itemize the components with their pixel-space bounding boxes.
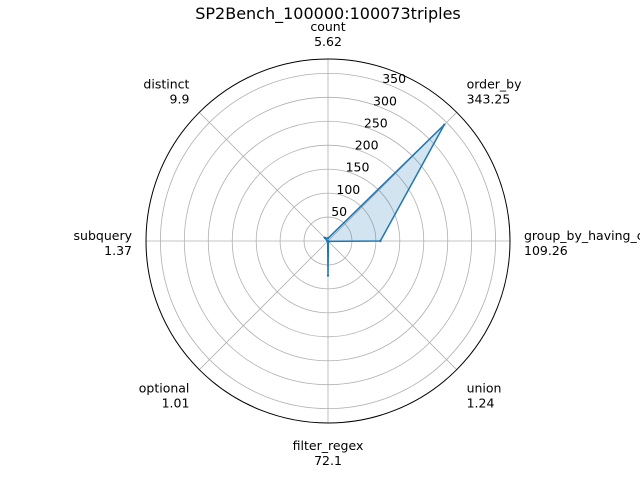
outer-frame bbox=[145, 58, 511, 424]
radial-tick-labels: 50 100 150 200 250 300 350 bbox=[331, 71, 406, 219]
point-group_by_having_count_distinct bbox=[379, 239, 382, 243]
axis-label-group_by_having_count_distinct: group_by_having_count_distinct109.26 bbox=[524, 228, 640, 258]
rtick-label-200: 200 bbox=[355, 138, 379, 153]
spoke-union bbox=[327, 240, 457, 370]
axis-label-filter_regex: filter_regex 72.1 bbox=[293, 438, 364, 468]
polar-frame bbox=[145, 58, 511, 424]
rtick-label-50: 50 bbox=[331, 204, 347, 219]
rtick-label-100: 100 bbox=[336, 182, 360, 197]
point-subquery bbox=[326, 239, 329, 243]
axis-label-union: union 1.24 bbox=[467, 381, 502, 411]
rtick-label-350: 350 bbox=[382, 71, 406, 86]
point-filter_regex bbox=[326, 274, 330, 277]
series-fill bbox=[324, 124, 445, 276]
rtick-label-300: 300 bbox=[373, 93, 397, 108]
chart-title: SP2Bench_100000:100073triples bbox=[195, 4, 461, 24]
spoke-optional bbox=[199, 240, 329, 370]
point-count bbox=[326, 237, 330, 240]
point-order_by bbox=[443, 123, 446, 126]
rtick-label-150: 150 bbox=[346, 160, 370, 175]
axis-label-optional: optional 1.01 bbox=[139, 381, 190, 411]
axis-label-distinct: distinct 9.9 bbox=[143, 76, 189, 106]
rtick-label-250: 250 bbox=[364, 115, 388, 130]
point-distinct bbox=[323, 236, 326, 239]
series-area bbox=[323, 123, 446, 277]
axis-label-subquery: subquery 1.37 bbox=[74, 228, 133, 258]
axis-label-order_by: order_by 343.25 bbox=[467, 76, 523, 106]
spoke-distinct bbox=[199, 112, 329, 242]
axis-label-count: count 5.62 bbox=[310, 19, 345, 49]
